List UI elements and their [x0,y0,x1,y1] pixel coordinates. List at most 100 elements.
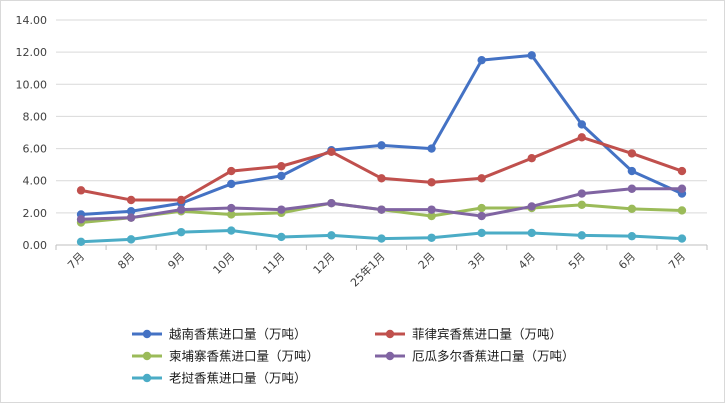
data-point [427,144,436,153]
data-point [377,205,386,214]
gridlines [56,19,707,214]
data-point [277,205,286,214]
legend-item: 越南香蕉进口量（万吨） [132,327,307,342]
legend-item: 柬埔寨香蕉进口量（万吨） [132,349,319,364]
data-point [377,174,386,183]
x-tick-label: 6月 [616,250,638,272]
data-point [477,203,486,213]
data-point [176,227,186,237]
data-point [76,186,86,195]
series-3 [76,184,687,224]
data-point [527,154,536,163]
legend-swatch-marker [142,373,152,383]
data-point [627,231,637,241]
axes: 0.00 2.00 4.00 6.00 8.00 10.00 12.00 14.00 7月 8月 9… [16,14,708,290]
legend-swatch-marker [385,351,395,361]
data-point [627,184,637,193]
data-point [126,207,136,216]
x-tick-label: 11月 [261,250,288,277]
x-tick-label: 5月 [566,250,588,272]
legend-item: 厄瓜多尔香蕉进口量（万吨） [375,349,575,364]
legend: 越南香蕉进口量（万吨） 菲律宾香蕉进口量（万吨） 柬埔寨香蕉进口量（万吨） 厄瓜多尔香… [132,327,575,386]
data-point [327,147,336,156]
x-tick-label: 8月 [115,250,137,272]
legend-swatch-marker [385,329,395,339]
data-point [427,233,436,242]
legend-label: 厄瓜多尔香蕉进口量（万吨） [412,349,575,364]
x-tick-label: 9月 [165,250,187,272]
data-point [277,232,286,242]
y-tick-label: 10.00 [16,78,48,91]
data-point [227,203,236,213]
legend-label: 菲律宾香蕉进口量（万吨） [412,327,562,342]
data-point [577,231,587,240]
data-point [427,211,436,221]
y-tick-label: 2.00 [23,207,48,220]
x-tick-label: 12月 [311,250,338,277]
data-point [477,211,486,221]
data-point [277,162,286,171]
data-point [227,226,236,235]
series-4 [76,226,687,246]
y-tick-label: 14.00 [16,14,48,27]
data-point [677,184,687,193]
data-point [627,149,637,158]
x-tick-label: 25年1月 [347,249,387,289]
data-point [477,174,486,183]
data-point [677,206,687,215]
series-lines [76,51,687,246]
series-line [79,53,684,216]
y-tick-label: 8.00 [23,110,48,123]
data-point [227,179,236,189]
data-point [677,234,687,243]
data-point [377,141,386,150]
data-point [527,202,536,211]
data-point [427,205,436,214]
data-point [627,204,637,214]
x-tick-label: 7月 [65,250,87,272]
series-1 [76,133,687,205]
data-point [477,228,486,238]
data-point [76,215,86,224]
data-point [176,195,186,205]
legend-label: 老挝香蕉进口量（万吨） [169,371,307,386]
y-tick-label: 0.00 [23,239,48,252]
data-point [627,166,637,176]
y-tick-label: 12.00 [16,46,48,59]
data-point [126,213,136,222]
data-point [577,189,587,198]
legend-item: 老挝香蕉进口量（万吨） [132,371,307,386]
data-point [577,200,587,210]
data-point [477,55,486,65]
data-point [527,51,536,60]
legend-label: 越南香蕉进口量（万吨） [169,327,307,342]
legend-swatch-marker [142,351,152,361]
legend-label: 柬埔寨香蕉进口量（万吨） [169,349,319,364]
x-tick-label: 2月 [416,250,438,272]
x-tick-label: 10月 [211,250,238,277]
data-point [677,166,687,176]
y-tick-label: 6.00 [23,143,48,156]
x-tick-label: 7月 [666,250,688,272]
data-point [577,133,587,142]
data-point [327,199,336,208]
data-point [277,171,286,181]
data-point [327,231,336,240]
legend-swatch-marker [142,329,152,339]
data-point [126,235,136,244]
x-tick-label: 3月 [466,250,488,272]
data-point [577,120,587,129]
legend-item: 菲律宾香蕉进口量（万吨） [375,327,562,342]
y-tick-label: 4.00 [23,175,48,188]
x-tick-label: 4月 [516,250,538,272]
data-point [427,178,436,187]
data-point [227,210,236,219]
data-point [76,237,86,246]
data-point [527,228,536,238]
data-point [227,166,236,176]
data-point [176,205,186,214]
data-point [377,234,386,243]
data-point [126,195,136,205]
